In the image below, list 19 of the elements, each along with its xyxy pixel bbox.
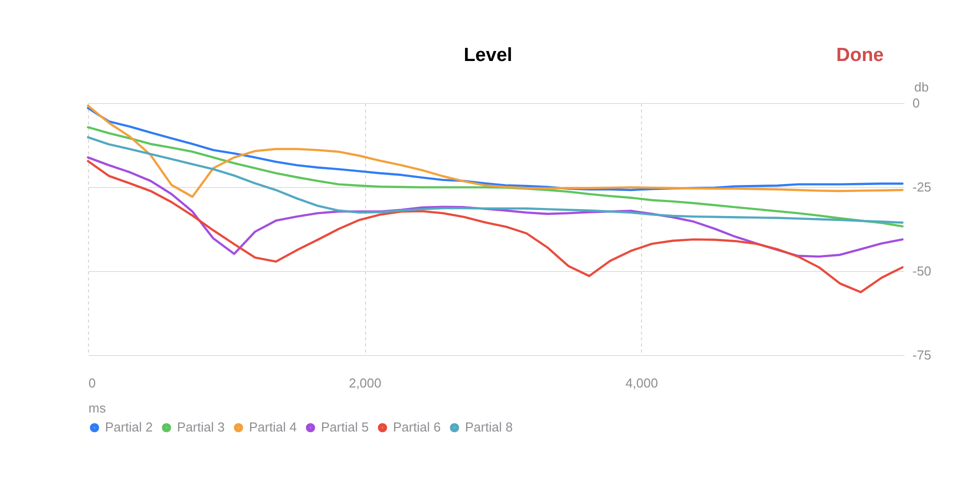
legend-label: Partial 6 bbox=[393, 420, 441, 435]
legend-label: Partial 3 bbox=[177, 420, 225, 435]
legend-label: Partial 2 bbox=[105, 420, 153, 435]
legend-label: Partial 8 bbox=[465, 420, 513, 435]
y-tick-label: -75 bbox=[912, 348, 932, 362]
y-tick-label: -50 bbox=[912, 264, 932, 278]
line-series bbox=[86, 156, 904, 258]
x-tick-label: 2,000 bbox=[348, 376, 382, 390]
chart-title: Level bbox=[464, 45, 512, 66]
line-series bbox=[86, 160, 904, 294]
y-axis-title: db bbox=[914, 80, 929, 94]
y-tick-label: -25 bbox=[912, 180, 932, 194]
x-tick-label: 0 bbox=[88, 376, 96, 390]
text: Done bbox=[836, 45, 884, 66]
legend-label: Partial 5 bbox=[321, 420, 369, 435]
x-tick-label: 4,000 bbox=[625, 376, 658, 390]
legend-label: Partial 4 bbox=[249, 420, 297, 435]
x-axis-title: ms bbox=[88, 400, 106, 416]
y-tick-label: 0 bbox=[912, 96, 920, 110]
